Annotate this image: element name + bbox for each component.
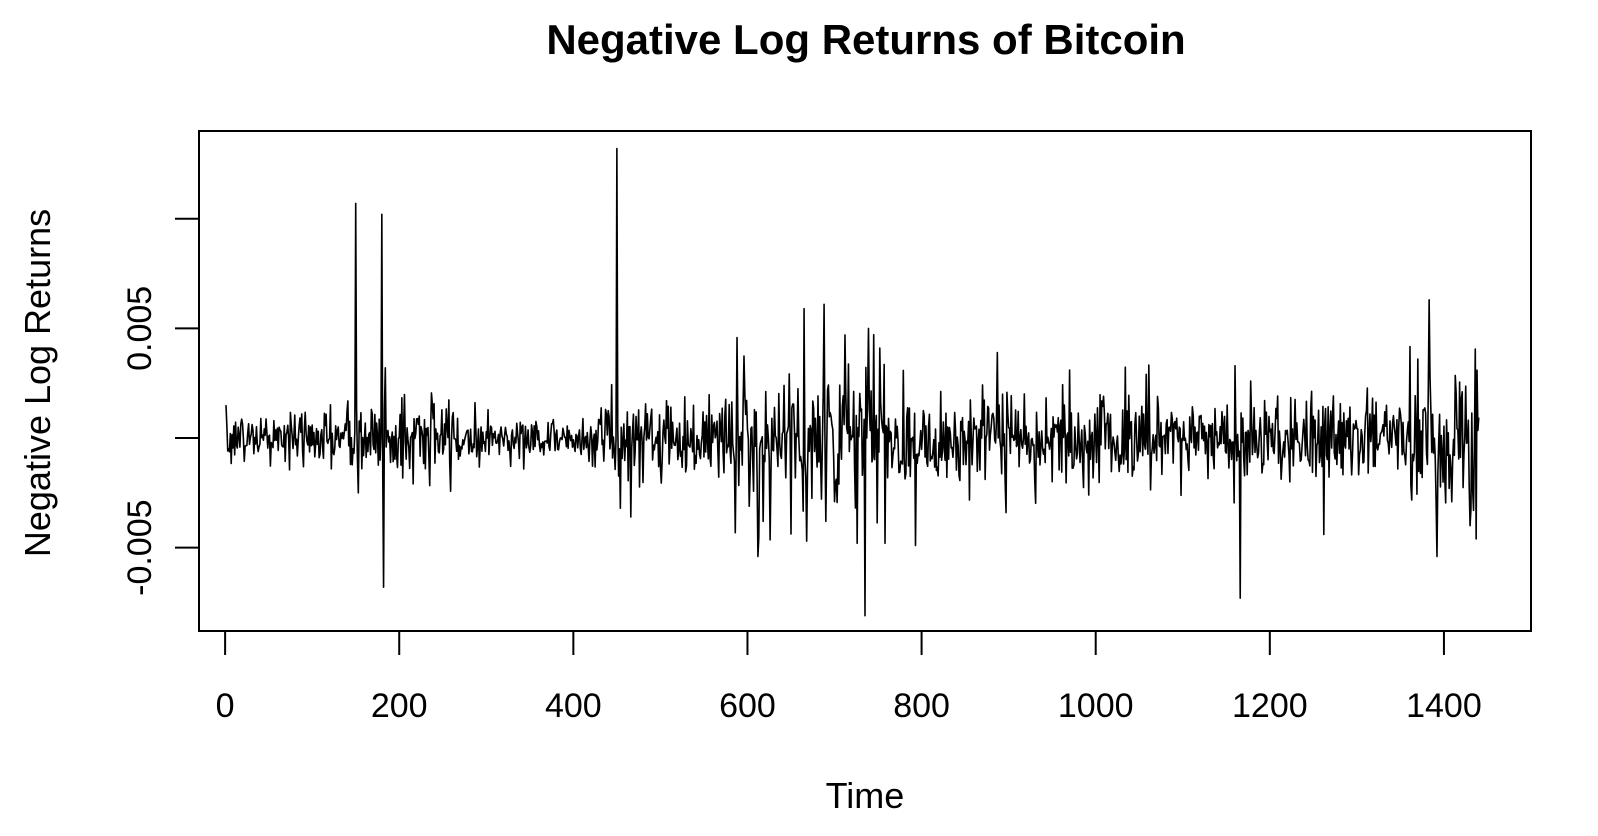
chart-title: Negative Log Returns of Bitcoin — [546, 16, 1185, 63]
y-tick-label: -0.005 — [121, 499, 159, 595]
x-tick-label: 1400 — [1406, 687, 1482, 725]
x-tick-label: 800 — [893, 687, 950, 725]
series-line-negative-log-returns — [225, 147, 1480, 617]
x-tick-label: 1200 — [1232, 687, 1308, 725]
x-axis: 0 200 400 600 800 1000 1200 1400 — [216, 630, 1482, 725]
y-axis-label: Negative Log Returns — [17, 209, 58, 557]
x-tick-label: 0 — [216, 687, 235, 725]
y-tick-label: 0.005 — [121, 286, 159, 371]
x-tick-label: 200 — [371, 687, 428, 725]
x-axis-label: Time — [826, 775, 905, 816]
x-tick-label: 600 — [719, 687, 776, 725]
y-axis: -0.005 0.005 — [121, 217, 200, 596]
x-tick-label: 400 — [545, 687, 602, 725]
x-tick-label: 1000 — [1058, 687, 1134, 725]
